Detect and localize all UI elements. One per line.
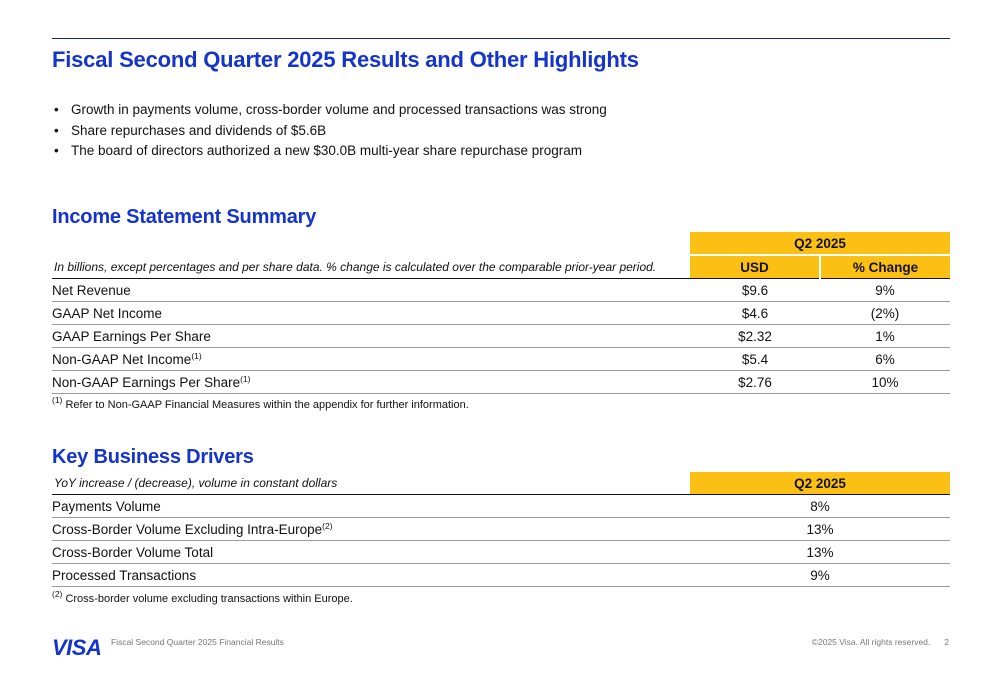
footnote-marker: (2): [322, 520, 333, 531]
page-number: 2: [944, 637, 949, 647]
change-value: 6%: [820, 347, 951, 371]
table-row: Non-GAAP Earnings Per Share(1) $2.76 10%: [52, 370, 951, 394]
usd-value: $9.6: [690, 278, 820, 302]
page-title: Fiscal Second Quarter 2025 Results and O…: [52, 47, 639, 72]
driver-value: 13%: [690, 540, 950, 564]
footnote-marker: (1): [240, 373, 251, 384]
income-table: Q2 2025 In billions, except percentages …: [52, 232, 951, 394]
footnote-marker: (1): [52, 395, 63, 405]
income-footnote: (1) Refer to Non-GAAP Financial Measures…: [52, 396, 469, 411]
table-row: GAAP Net Income $4.6 (2%): [52, 301, 951, 325]
column-header-usd: USD: [690, 255, 820, 279]
income-period-header: Q2 2025: [690, 232, 951, 256]
row-label: Cross-Border Volume Total: [52, 544, 214, 560]
driver-value: 9%: [690, 563, 950, 587]
row-label: GAAP Earnings Per Share: [52, 328, 211, 344]
income-section-title: Income Statement Summary: [52, 206, 317, 228]
table-row: Non-GAAP Net Income(1) $5.4 6%: [52, 347, 951, 371]
drivers-table: YoY increase / (decrease), volume in con…: [52, 472, 950, 587]
table-row: GAAP Earnings Per Share $2.32 1%: [52, 324, 951, 348]
row-label: Non-GAAP Earnings Per Share: [52, 374, 241, 390]
visa-logo: VISA: [52, 635, 102, 660]
usd-value: $4.6: [690, 301, 820, 325]
change-value: 1%: [820, 324, 951, 348]
table-row: Cross-Border Volume Total 13%: [52, 540, 950, 564]
driver-value: 8%: [690, 494, 950, 518]
footnote-marker: (1): [191, 350, 202, 361]
footnote-text: Cross-border volume excluding transactio…: [65, 593, 353, 605]
top-rule: [52, 38, 950, 39]
table-row: Net Revenue $9.6 9%: [52, 278, 951, 302]
highlight-item: Share repurchases and dividends of $5.6B: [52, 121, 607, 142]
drivers-footnote: (2) Cross-border volume excluding transa…: [52, 590, 353, 605]
row-label: Cross-Border Volume Excluding Intra-Euro…: [52, 521, 323, 537]
table-row: Payments Volume 8%: [52, 494, 950, 518]
change-value: (2%): [820, 301, 951, 325]
column-header-q2-2025: Q2 2025: [690, 472, 950, 495]
table-row: Cross-Border Volume Excluding Intra-Euro…: [52, 517, 950, 541]
row-label: Non-GAAP Net Income: [52, 351, 192, 367]
highlight-item: The board of directors authorized a new …: [52, 141, 607, 162]
row-label: Processed Transactions: [52, 567, 197, 583]
highlight-item: Growth in payments volume, cross-border …: [52, 100, 607, 121]
usd-value: $2.32: [690, 324, 820, 348]
footnote-marker: (2): [52, 589, 63, 599]
row-label: GAAP Net Income: [52, 305, 163, 321]
usd-value: $5.4: [690, 347, 820, 371]
copyright: ©2025 Visa. All rights reserved.: [811, 637, 931, 647]
driver-value: 13%: [690, 517, 950, 541]
income-table-note: In billions, except percentages and per …: [52, 255, 690, 279]
table-row: Processed Transactions 9%: [52, 563, 950, 587]
footer-right: ©2025 Visa. All rights reserved. 2: [812, 637, 949, 647]
change-value: 9%: [820, 278, 951, 302]
row-label: Payments Volume: [52, 498, 161, 514]
usd-value: $2.76: [690, 370, 820, 394]
footer-doc-title: Fiscal Second Quarter 2025 Financial Res…: [111, 637, 284, 647]
row-label: Net Revenue: [52, 282, 131, 298]
drivers-table-note: YoY increase / (decrease), volume in con…: [52, 472, 690, 495]
footnote-text: Refer to Non-GAAP Financial Measures wit…: [65, 399, 469, 411]
change-value: 10%: [820, 370, 951, 394]
column-header-change: % Change: [818, 255, 951, 279]
drivers-section-title: Key Business Drivers: [52, 446, 254, 468]
highlights-list: Growth in payments volume, cross-border …: [52, 100, 607, 162]
